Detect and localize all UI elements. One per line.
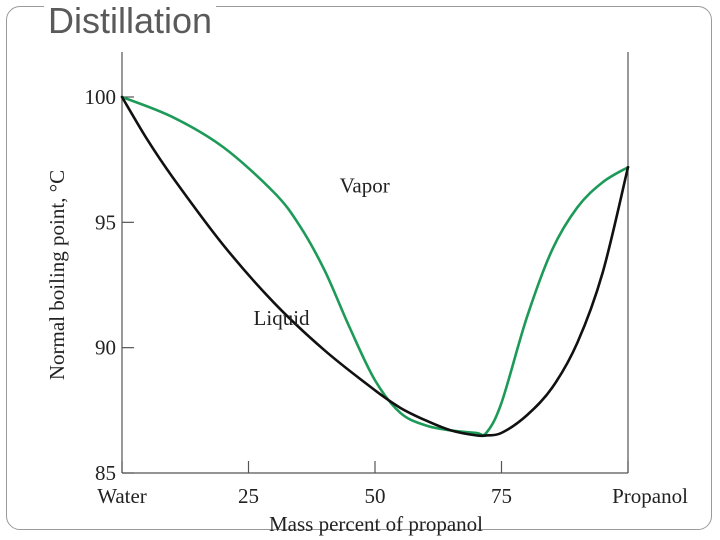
x-tick-label: 25 — [238, 484, 259, 508]
x-axis-title: Mass percent of propanol — [269, 512, 483, 536]
chart-labels: Water 25 50 75 Propanol 85 90 95 100 Mass percent… — [45, 85, 688, 536]
x-tick-label: Propanol — [612, 484, 688, 508]
x-tick-label: 50 — [365, 484, 386, 508]
y-tick-label: 95 — [95, 210, 116, 234]
annotation-vapor: Vapor — [340, 173, 390, 197]
series-line-liquid — [120, 95, 630, 438]
series-lines — [120, 95, 630, 438]
slide-frame — [6, 6, 712, 530]
y-tick-label: 85 — [95, 461, 116, 485]
y-axis-title: Normal boiling point, °C — [45, 170, 69, 380]
tick-marks — [121, 96, 629, 474]
x-tick-label: Water — [97, 484, 147, 508]
y-tick-label: 90 — [95, 336, 116, 360]
y-tick-label: 100 — [85, 85, 117, 109]
axes — [121, 52, 629, 474]
x-tick-label: 75 — [491, 484, 512, 508]
slide-title: Distillation — [44, 0, 217, 42]
annotation-liquid: Liquid — [254, 306, 310, 330]
series-line-vapor — [120, 95, 630, 437]
